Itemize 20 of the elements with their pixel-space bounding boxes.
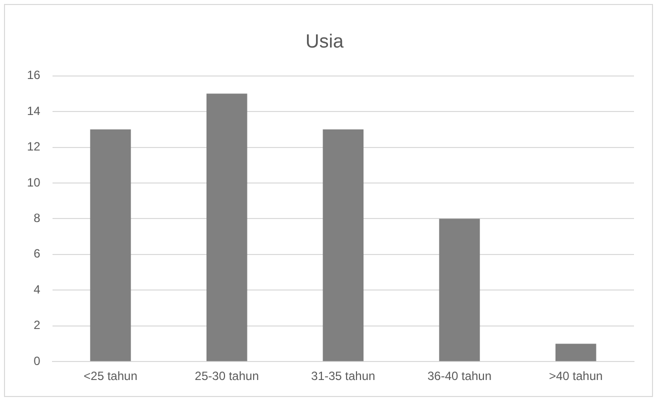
y-tick-label: 10 [26,175,41,190]
bar [555,344,596,362]
bar [439,218,480,362]
y-tick-label: 6 [34,246,41,261]
chart-title: Usia [305,32,344,53]
x-tick-label: >40 tahun [548,369,603,384]
x-tick-label: 25-30 tahun [194,369,259,384]
x-tick-label: <25 tahun [84,369,138,384]
y-tick-label: 14 [26,104,41,118]
x-tick-label: 31-35 tahun [311,369,376,384]
x-tick-label: 36-40 tahun [427,369,492,384]
bar [90,129,131,362]
y-tick-label: 12 [26,140,41,154]
y-tick-label: 0 [34,354,41,368]
y-tick-label: 16 [26,68,41,82]
y-tick-label: 2 [34,318,41,332]
y-tick-label: 8 [34,211,41,226]
bar [322,129,364,362]
bar [206,94,248,362]
y-tick-label: 4 [34,282,41,296]
